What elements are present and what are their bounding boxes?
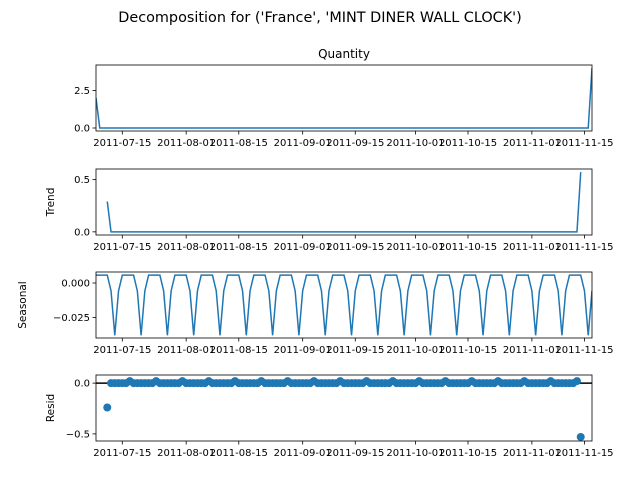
data-layer (106, 172, 582, 233)
y-tick-label: 2.5 (74, 86, 90, 97)
x-tick-label: 2011-09-15 (326, 138, 384, 149)
x-tick-label: 2011-11-15 (555, 138, 613, 149)
x-tick-label: 2011-11-15 (555, 345, 613, 356)
y-tick-label: −0.025 (53, 313, 90, 324)
panel-title: Quantity (318, 47, 370, 61)
x-tick-label: 2011-07-15 (93, 345, 151, 356)
y-tick-label: 0.0 (74, 124, 90, 135)
x-tick-label: 2011-08-15 (210, 345, 268, 356)
x-tick-label: 2011-08-15 (210, 242, 268, 253)
data-layer (96, 274, 592, 336)
x-tick-label: 2011-09-15 (326, 448, 384, 459)
resid-point (576, 432, 585, 441)
x-tick-label: 2011-11-15 (555, 448, 613, 459)
panel-2: Trend 0.0 0.5 2011-07-15 2011-08-012011-08-1… (45, 168, 614, 253)
x-tick-label: 2011-08-01 (157, 448, 215, 459)
x-tick-label: 2011-08-01 (157, 242, 215, 253)
y-tick-label: 0.0 (74, 379, 90, 390)
series-line (106, 172, 582, 233)
x-tick-label: 2011-10-15 (439, 242, 497, 253)
series-line (96, 274, 592, 336)
x-tick-label: 2011-09-01 (274, 242, 332, 253)
x-tick-label: 2011-08-15 (210, 138, 268, 149)
y-axis-label: Resid (45, 394, 57, 422)
x-tick-label: 2011-07-15 (93, 138, 151, 149)
axes-frame (95, 271, 593, 339)
x-tick-label: 2011-07-15 (93, 448, 151, 459)
x-tick-label: 2011-11-01 (503, 242, 561, 253)
x-tick-label: 2011-11-01 (503, 448, 561, 459)
data-layer (96, 377, 592, 441)
y-tick-label: 0.5 (74, 175, 90, 186)
x-tick-label: 2011-09-15 (326, 345, 384, 356)
x-tick-label: 2011-08-15 (210, 448, 268, 459)
x-tick-label: 2011-10-15 (439, 448, 497, 459)
x-tick-label: 2011-11-15 (555, 242, 613, 253)
x-tick-label: 2011-10-01 (386, 138, 444, 149)
y-tick-label: 0.000 (61, 279, 90, 290)
x-tick-label: 2011-10-01 (386, 345, 444, 356)
x-tick-label: 2011-11-01 (503, 138, 561, 149)
y-tick-label: −0.5 (66, 429, 90, 440)
y-tick-label: 0.0 (74, 227, 90, 238)
x-tick-label: 2011-09-01 (274, 345, 332, 356)
x-tick-label: 2011-09-15 (326, 242, 384, 253)
y-axis-label: Trend (45, 188, 57, 218)
axes-frame (95, 168, 593, 236)
figure-title: Decomposition for ('France', 'MINT DINER… (118, 10, 521, 26)
x-tick-label: 2011-08-01 (157, 345, 215, 356)
resid-point (572, 377, 581, 386)
x-tick-label: 2011-10-15 (439, 138, 497, 149)
x-tick-label: 2011-07-15 (93, 242, 151, 253)
x-tick-label: 2011-09-01 (274, 138, 332, 149)
x-tick-label: 2011-11-01 (503, 345, 561, 356)
axes-frame (95, 64, 593, 132)
y-axis-label: Seasonal (17, 281, 29, 328)
x-tick-label: 2011-09-01 (274, 448, 332, 459)
resid-point (103, 403, 112, 412)
x-tick-label: 2011-10-15 (439, 345, 497, 356)
x-tick-label: 2011-10-01 (386, 242, 444, 253)
x-tick-label: 2011-08-01 (157, 138, 215, 149)
data-layer (96, 67, 592, 129)
axes-frame (95, 374, 593, 442)
x-tick-label: 2011-10-01 (386, 448, 444, 459)
series-line (96, 67, 592, 129)
